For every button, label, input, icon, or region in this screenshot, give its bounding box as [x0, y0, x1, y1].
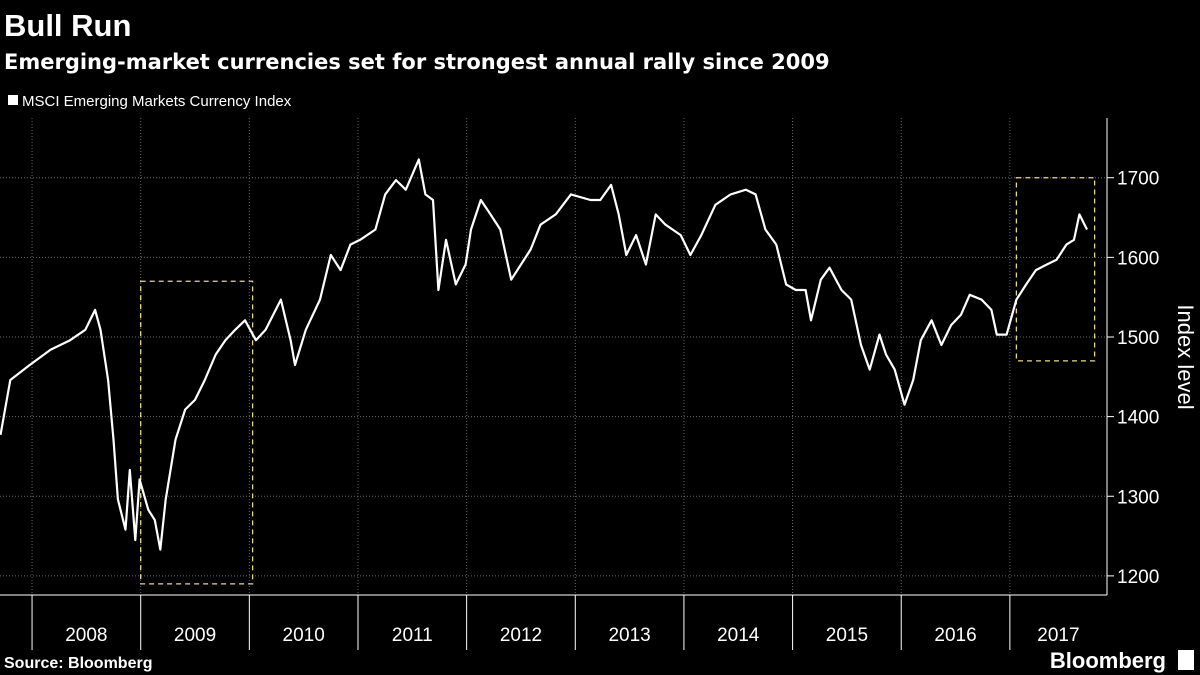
y-tick-label: 1200	[1117, 567, 1159, 588]
brand: Bloomberg	[1050, 648, 1166, 673]
legend-label: MSCI Emerging Markets Currency Index	[22, 93, 292, 110]
chart-subtitle: Emerging-market currencies set for stron…	[4, 50, 830, 74]
x-tick-label: 2013	[608, 625, 650, 646]
line	[0, 158, 1088, 551]
x-tick-label: 2012	[500, 625, 542, 646]
chart-title: Bull Run	[4, 8, 131, 43]
y-tick-label: 1600	[1117, 248, 1159, 269]
x-tick-label: 2017	[1037, 625, 1079, 646]
y-tick-label: 1500	[1117, 328, 1159, 349]
y-tick-label: 1700	[1117, 169, 1159, 190]
x-tick-label: 2016	[934, 625, 976, 646]
x-tick-label: 2008	[65, 625, 107, 646]
legend-swatch	[8, 95, 18, 105]
y-axis-label: Index level	[1173, 304, 1198, 409]
x-tick-label: 2009	[174, 625, 216, 646]
x-tick-label: 2010	[283, 625, 325, 646]
source: Source: Bloomberg	[4, 655, 152, 672]
x-tick-label: 2014	[717, 625, 760, 646]
highlight-box	[1015, 177, 1096, 362]
y-tick-label: 1400	[1117, 408, 1159, 429]
y-tick-label: 1300	[1117, 487, 1159, 508]
brand-icon	[1178, 650, 1194, 670]
x-tick-label: 2011	[392, 625, 433, 646]
highlight-box	[140, 280, 254, 585]
x-tick-label: 2015	[826, 625, 868, 646]
